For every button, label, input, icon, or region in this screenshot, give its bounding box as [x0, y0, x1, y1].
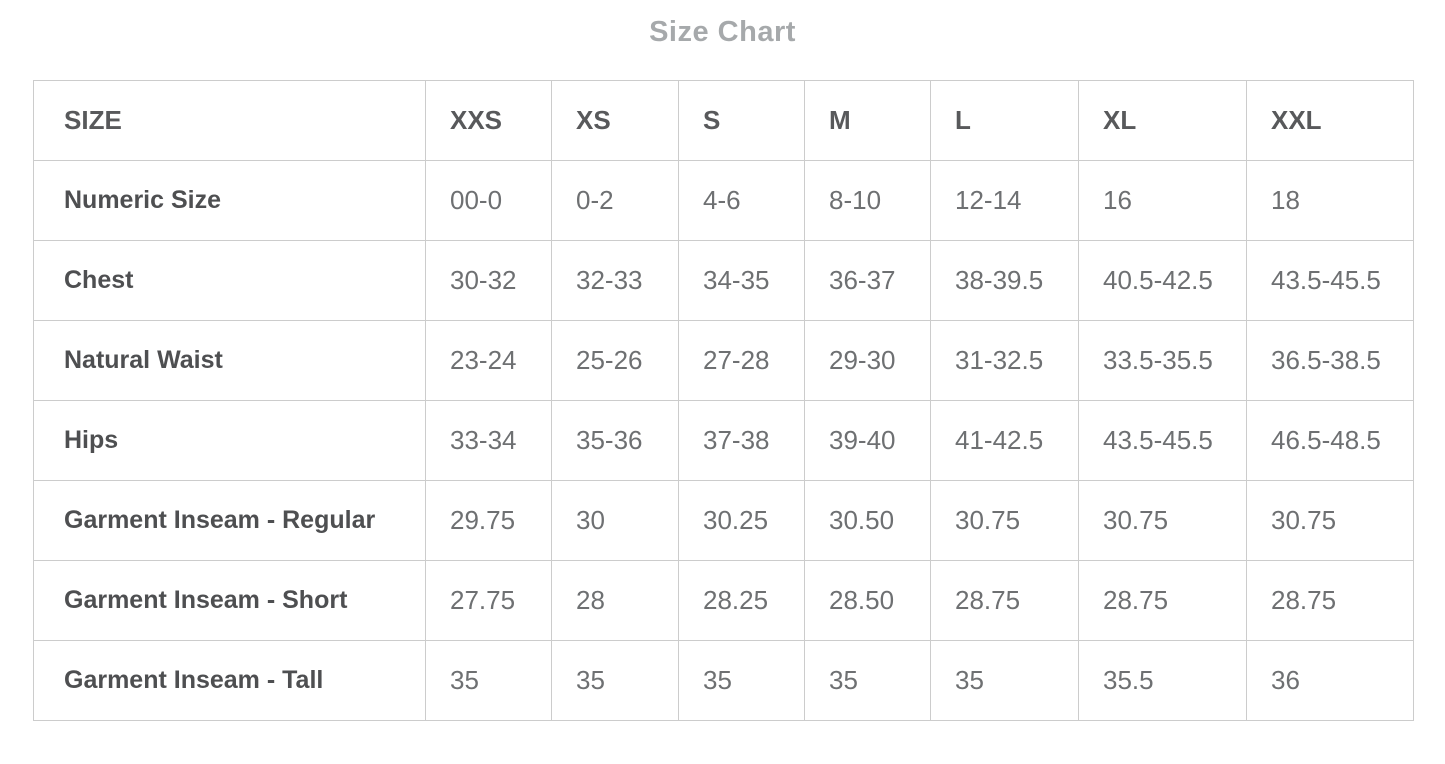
cell-value: 4-6	[678, 160, 805, 241]
column-header-xxs: XXS	[425, 80, 552, 161]
cell-value: 35	[678, 640, 805, 721]
table-row: Garment Inseam - Short 27.75 28 28.25 28.50 2…	[33, 560, 1414, 641]
cell-value: 35	[804, 640, 931, 721]
cell-value: 29.75	[425, 480, 552, 561]
cell-value: 30.75	[1246, 480, 1414, 561]
column-header-xs: XS	[551, 80, 679, 161]
cell-value: 25-26	[551, 320, 679, 401]
cell-value: 39-40	[804, 400, 931, 481]
table-row: Garment Inseam - Regular 29.75 30 30.25 30.5…	[33, 480, 1414, 561]
table-row: Hips 33-34 35-36 37-38 39-40 41-42.5 43.5-45.5…	[33, 400, 1414, 481]
cell-value: 30.75	[930, 480, 1079, 561]
column-header-m: M	[804, 80, 931, 161]
cell-value: 28.25	[678, 560, 805, 641]
column-header-s: S	[678, 80, 805, 161]
cell-value: 30	[551, 480, 679, 561]
cell-value: 30.75	[1078, 480, 1247, 561]
cell-value: 43.5-45.5	[1078, 400, 1247, 481]
cell-value: 35-36	[551, 400, 679, 481]
cell-value: 27.75	[425, 560, 552, 641]
cell-value: 36.5-38.5	[1246, 320, 1414, 401]
table-row: Garment Inseam - Tall 35 35 35 35 35 35.5 36	[33, 640, 1414, 721]
table-row: Natural Waist 23-24 25-26 27-28 29-30 31-32.5…	[33, 320, 1414, 401]
cell-value: 43.5-45.5	[1246, 240, 1414, 321]
cell-value: 38-39.5	[930, 240, 1079, 321]
cell-value: 33.5-35.5	[1078, 320, 1247, 401]
cell-value: 27-28	[678, 320, 805, 401]
column-header-xl: XL	[1078, 80, 1247, 161]
column-header-l: L	[930, 80, 1079, 161]
cell-value: 35.5	[1078, 640, 1247, 721]
table-row: Chest 30-32 32-33 34-35 36-37 38-39.5 40.5-42.…	[33, 240, 1414, 321]
row-label: Numeric Size	[33, 160, 426, 241]
cell-value: 28.75	[930, 560, 1079, 641]
cell-value: 8-10	[804, 160, 931, 241]
header-row: SIZE XXS XS S M L XL XXL	[33, 80, 1414, 161]
cell-value: 37-38	[678, 400, 805, 481]
cell-value: 32-33	[551, 240, 679, 321]
cell-value: 30.50	[804, 480, 931, 561]
column-header-xxl: XXL	[1246, 80, 1414, 161]
row-label: Natural Waist	[33, 320, 426, 401]
cell-value: 23-24	[425, 320, 552, 401]
cell-value: 28.75	[1246, 560, 1414, 641]
cell-value: 30.25	[678, 480, 805, 561]
cell-value: 35	[930, 640, 1079, 721]
cell-value: 36	[1246, 640, 1414, 721]
cell-value: 00-0	[425, 160, 552, 241]
cell-value: 31-32.5	[930, 320, 1079, 401]
cell-value: 46.5-48.5	[1246, 400, 1414, 481]
cell-value: 35	[551, 640, 679, 721]
cell-value: 33-34	[425, 400, 552, 481]
cell-value: 12-14	[930, 160, 1079, 241]
row-label: Chest	[33, 240, 426, 321]
row-label: Garment Inseam - Regular	[33, 480, 426, 561]
cell-value: 28.50	[804, 560, 931, 641]
cell-value: 40.5-42.5	[1078, 240, 1247, 321]
cell-value: 0-2	[551, 160, 679, 241]
cell-value: 18	[1246, 160, 1414, 241]
row-label: Garment Inseam - Tall	[33, 640, 426, 721]
page-title: Size Chart	[649, 16, 796, 48]
cell-value: 16	[1078, 160, 1247, 241]
cell-value: 36-37	[804, 240, 931, 321]
row-label: Garment Inseam - Short	[33, 560, 426, 641]
table-row: Numeric Size 00-0 0-2 4-6 8-10 12-14 16 18	[33, 160, 1414, 241]
cell-value: 28.75	[1078, 560, 1247, 641]
cell-value: 28	[551, 560, 679, 641]
cell-value: 29-30	[804, 320, 931, 401]
size-chart-table: SIZE XXS XS S M L XL XXL Numeric Size 00-…	[33, 80, 1414, 721]
cell-value: 34-35	[678, 240, 805, 321]
table-body: Numeric Size 00-0 0-2 4-6 8-10 12-14 16 18 Chest…	[33, 160, 1414, 721]
cell-value: 41-42.5	[930, 400, 1079, 481]
cell-value: 30-32	[425, 240, 552, 321]
cell-value: 35	[425, 640, 552, 721]
column-header-size: SIZE	[33, 80, 426, 161]
row-label: Hips	[33, 400, 426, 481]
